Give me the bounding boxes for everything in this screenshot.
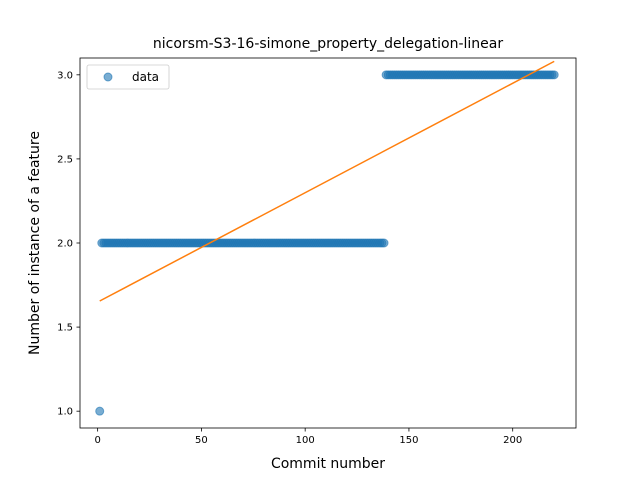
x-tick-label: 150 bbox=[399, 435, 418, 446]
legend-label-data: data bbox=[132, 70, 159, 84]
chart-title: nicorsm-S3-16-simone_property_delegation… bbox=[153, 36, 503, 52]
plot-frame bbox=[79, 57, 577, 429]
x-ticks: 0 50 100 150 200 bbox=[94, 428, 522, 446]
x-tick-label: 100 bbox=[296, 435, 315, 446]
y-tick-label: 3.0 bbox=[57, 70, 73, 81]
y-axis-label: Number of instance of a feature bbox=[27, 131, 43, 355]
fit-line bbox=[99, 60, 555, 302]
data-point bbox=[379, 238, 389, 248]
legend-box bbox=[86, 64, 170, 90]
legend: data bbox=[86, 64, 170, 90]
data-marks bbox=[95, 60, 559, 416]
x-tick-label: 200 bbox=[503, 435, 522, 446]
y-tick-label: 1.5 bbox=[57, 323, 73, 334]
y-tick-label: 1.0 bbox=[57, 407, 73, 418]
legend-marker-data bbox=[103, 72, 113, 82]
data-point bbox=[549, 70, 559, 80]
data-point bbox=[95, 406, 105, 416]
y-tick-label: 2.5 bbox=[57, 154, 73, 165]
y-tick-label: 2.0 bbox=[57, 239, 73, 250]
x-tick-label: 50 bbox=[195, 435, 208, 446]
x-tick-label: 0 bbox=[94, 435, 100, 446]
x-axis-label: Commit number bbox=[271, 456, 385, 472]
y-ticks: 1.0 1.5 2.0 2.5 3.0 bbox=[57, 70, 80, 418]
